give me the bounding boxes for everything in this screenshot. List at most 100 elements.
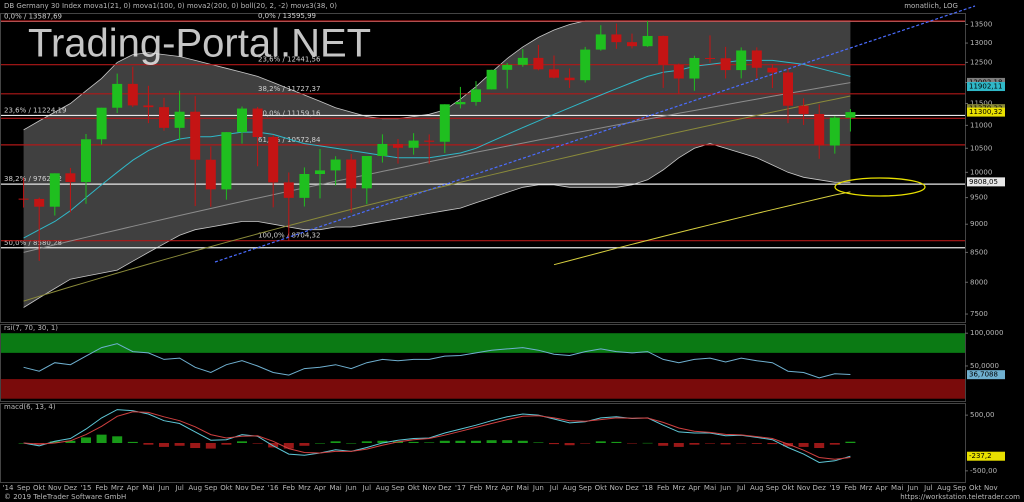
- macd-line: [23, 409, 851, 464]
- footer-right: https://workstation.teletrader.com: [900, 493, 1020, 501]
- band-fill: [23, 20, 851, 308]
- x-tick-label: Jun: [345, 484, 357, 492]
- candle-body: [439, 104, 450, 142]
- macd-histogram-bar: [377, 440, 388, 443]
- candle-body: [502, 64, 513, 70]
- x-tick-label: Mrz: [673, 484, 686, 492]
- x-tick-label: Dez: [625, 484, 639, 492]
- y-tick-label: 11500: [970, 99, 992, 107]
- x-tick-label: Dez: [64, 484, 78, 492]
- macd-histogram-bar: [736, 443, 747, 444]
- candle-body: [689, 57, 700, 79]
- x-tick-label: Apr: [876, 484, 888, 492]
- fib-label: 23,6% / 11224,19: [4, 106, 66, 114]
- x-tick-label: Apr: [127, 484, 139, 492]
- x-tick-label: Nov: [422, 484, 436, 492]
- x-tick-label: Aug: [750, 484, 764, 492]
- macd-histogram-bar: [299, 443, 310, 446]
- x-tick-label: Mrz: [111, 484, 124, 492]
- moving-average: [23, 82, 851, 253]
- y-tick-label: 500,00: [970, 411, 995, 419]
- macd-histogram-bar: [143, 443, 154, 445]
- x-tick-label: Mai: [891, 484, 903, 492]
- x-tick-label: Okt: [220, 484, 233, 492]
- x-tick-label: Feb: [283, 484, 296, 492]
- chart-title: DB Germany 30 Index mova1(21, 0) mova1(1…: [4, 2, 337, 10]
- highlight-ellipse: [834, 177, 926, 197]
- trend-line: [214, 5, 976, 263]
- fib-label: 50,0% / 11159,16: [258, 109, 321, 117]
- x-tick-label: Aug: [188, 484, 202, 492]
- candle-body: [580, 49, 591, 81]
- macd-histogram-bar: [190, 443, 201, 449]
- x-tick-label: Aug: [937, 484, 951, 492]
- candle-body: [393, 143, 403, 148]
- x-tick-label: Sep: [766, 484, 780, 492]
- macd-histogram-bar: [642, 442, 653, 444]
- macd-histogram-bar: [330, 441, 341, 443]
- x-tick-label: Apr: [501, 484, 513, 492]
- y-tick-label: 9000: [970, 220, 988, 228]
- x-tick-label: Mrz: [298, 484, 311, 492]
- candle-body: [627, 42, 637, 47]
- candle-body: [767, 67, 778, 73]
- last-value-box: [967, 370, 1005, 380]
- macd-histogram-bar: [159, 443, 169, 447]
- macd-histogram-bar: [81, 437, 91, 443]
- macd-histogram-bar: [517, 440, 528, 443]
- macd-histogram-bar: [720, 443, 731, 445]
- candle-body: [471, 89, 481, 102]
- last-value-box: [967, 107, 1005, 117]
- candle-body: [736, 50, 747, 71]
- macd-histogram-bar: [751, 443, 762, 444]
- candle-body: [377, 143, 388, 156]
- x-tick-label: Mai: [329, 484, 341, 492]
- x-tick-label: Jul: [174, 484, 184, 492]
- y-tick-label: 11000: [970, 121, 992, 129]
- y-tick-label: -500,00: [970, 467, 997, 475]
- candle-body: [595, 34, 606, 50]
- fib-label: 50,0% / 8580,28: [4, 239, 62, 247]
- last-value-label: 9808,05: [969, 178, 998, 186]
- footer-left: © 2019 TeleTrader Software GmbH: [4, 493, 126, 501]
- y-tick-label: 8000: [970, 278, 988, 286]
- fib-label: 23,6% / 12441,56: [258, 56, 321, 64]
- x-tick-label: Jun: [532, 484, 544, 492]
- x-tick-label: Jun: [158, 484, 170, 492]
- candle-body: [829, 117, 840, 146]
- x-tick-label: Jul: [549, 484, 559, 492]
- macd-histogram-bar: [689, 443, 700, 445]
- macd-title: macd(6, 13, 4): [4, 403, 56, 411]
- candle-body: [486, 69, 497, 90]
- candle-body: [533, 57, 544, 70]
- macd-histogram-bar: [564, 443, 575, 446]
- candle-body: [299, 173, 310, 198]
- macd-histogram-bar: [424, 442, 435, 443]
- macd-histogram-bar: [783, 443, 793, 447]
- x-tick-label: Mai: [704, 484, 716, 492]
- macd-histogram-bar: [112, 436, 123, 443]
- x-tick-label: Mai: [517, 484, 529, 492]
- candle-body: [81, 139, 91, 182]
- macd-histogram-bar: [65, 440, 76, 443]
- macd-histogram-bar: [221, 443, 232, 445]
- macd-histogram-bar: [315, 443, 325, 444]
- x-tick-label: Dez: [251, 484, 265, 492]
- rsi-title: rsi(7, 70, 30, 1): [4, 324, 58, 332]
- macd-histogram-bar: [346, 443, 357, 444]
- candle-body: [65, 173, 76, 182]
- rsi-line: [23, 343, 851, 379]
- macd-histogram-bar: [611, 441, 622, 443]
- x-tick-label: Okt: [782, 484, 795, 492]
- macd-histogram-bar: [580, 443, 591, 444]
- x-tick-label: Nov: [235, 484, 249, 492]
- candle-body: [174, 111, 185, 128]
- macd-histogram-bar: [533, 442, 544, 443]
- candle-body: [237, 108, 247, 133]
- x-tick-label: Okt: [969, 484, 982, 492]
- moving-average: [23, 59, 851, 239]
- x-tick-label: Sep: [391, 484, 405, 492]
- rsi-zone: [1, 333, 965, 353]
- x-tick-label: Feb: [95, 484, 108, 492]
